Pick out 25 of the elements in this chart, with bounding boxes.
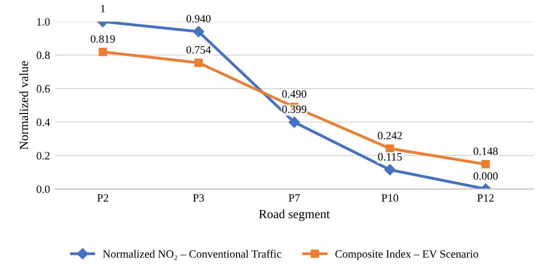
y-tick-label: 0.0 bbox=[36, 185, 50, 194]
data-label: 0.940 bbox=[186, 14, 211, 22]
data-label: 0.399 bbox=[282, 106, 306, 114]
x-tick-label: P7 bbox=[288, 194, 300, 202]
legend-label: Normalized NO₂ – Conventional Traffic bbox=[102, 250, 282, 260]
data-label: 1 bbox=[101, 4, 105, 12]
data-label: 0.754 bbox=[186, 46, 211, 54]
x-axis-title: Road segment bbox=[259, 209, 330, 221]
data-label: 0.819 bbox=[90, 35, 115, 43]
y-tick-label: 0.2 bbox=[36, 152, 50, 160]
data-label: 0.490 bbox=[282, 90, 306, 98]
legend-label: Composite Index – EV Scenario bbox=[335, 250, 478, 260]
y-tick-label: 1.0 bbox=[37, 18, 50, 26]
x-tick-label: P2 bbox=[97, 194, 108, 202]
data-label: 0.242 bbox=[378, 132, 402, 140]
y-tick-label: 0.4 bbox=[36, 118, 50, 126]
y-axis-title: Normalized value bbox=[19, 61, 28, 150]
data-label: 0.115 bbox=[378, 153, 402, 161]
x-tick-label: P10 bbox=[382, 194, 398, 202]
y-tick-label: 0.6 bbox=[36, 85, 50, 93]
x-tick-label: P3 bbox=[193, 194, 204, 202]
y-tick-label: 0.8 bbox=[36, 52, 50, 60]
data-label: 0.148 bbox=[474, 148, 498, 156]
x-tick-label: P12 bbox=[477, 194, 494, 202]
data-label: 0.000 bbox=[474, 172, 498, 180]
